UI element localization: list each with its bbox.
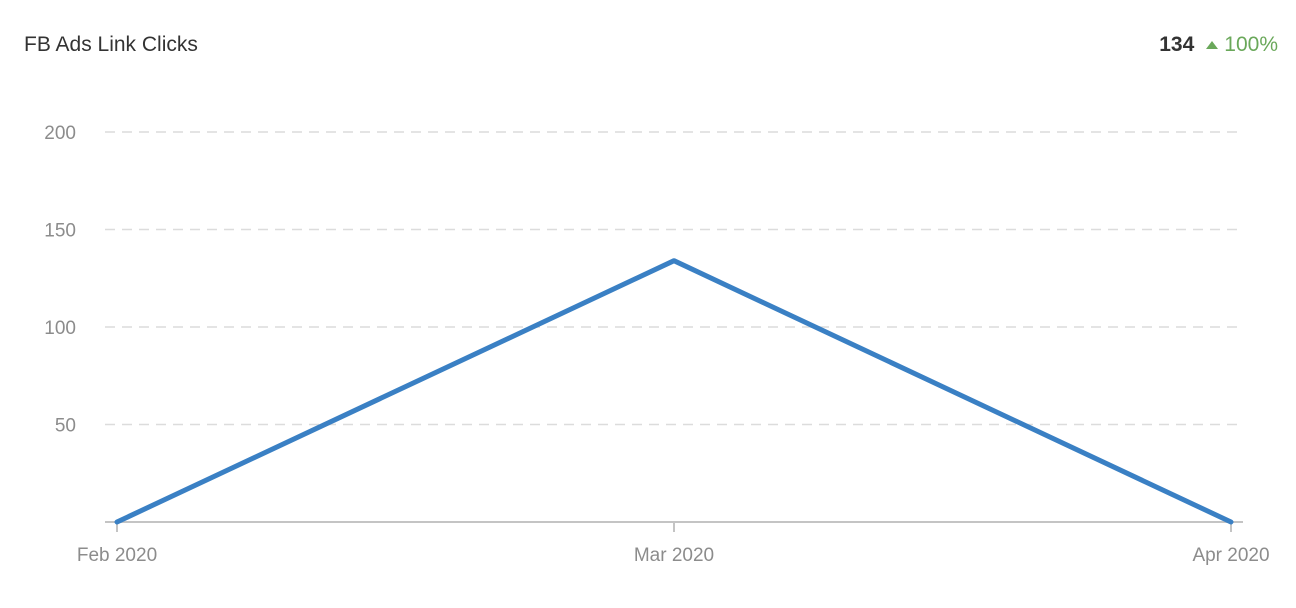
y-tick-label: 150 [44,221,76,242]
kpi-change: 100% [1224,33,1278,56]
y-tick-label: 100 [44,318,76,339]
x-tick-label: Feb 2020 [77,545,157,566]
kpi-summary: 134 100% [1159,33,1278,57]
chart-title: FB Ads Link Clicks [24,33,198,56]
y-tick-label: 200 [44,123,76,144]
series-line [114,258,1234,525]
x-tick-label: Apr 2020 [1192,545,1269,566]
trend-up-icon [1206,41,1219,49]
kpi-value: 134 [1159,33,1195,56]
x-tick-label: Mar 2020 [634,545,714,566]
y-tick-label: 50 [55,416,76,437]
